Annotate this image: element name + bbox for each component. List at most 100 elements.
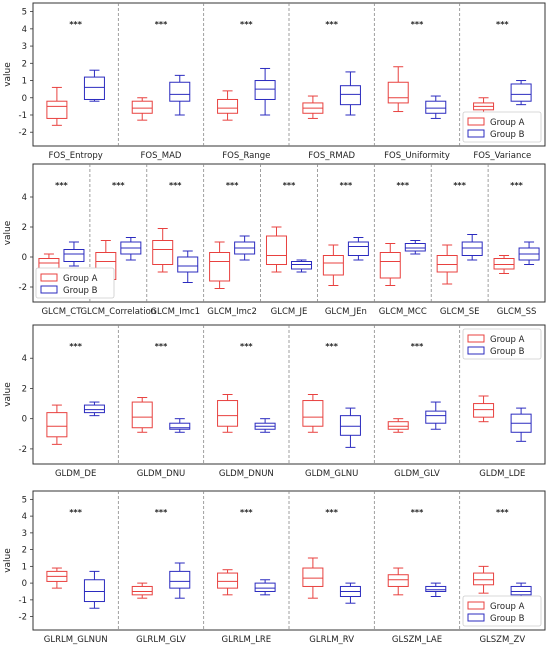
box-iqr <box>387 421 409 430</box>
box-group-b <box>254 67 276 116</box>
significance-marker: *** <box>325 508 338 517</box>
box-iqr <box>436 255 458 273</box>
legend-swatch <box>40 273 58 282</box>
box-group-b <box>63 241 85 267</box>
box-group-a <box>379 243 401 286</box>
significance-marker: *** <box>240 508 253 517</box>
box-iqr <box>46 100 68 119</box>
y-tick-label: 0 <box>22 253 27 263</box>
box-iqr <box>473 403 495 418</box>
box-group-a <box>473 565 495 594</box>
box-iqr <box>339 415 361 436</box>
x-tick-label: GLDM_DE <box>55 469 96 479</box>
y-tick-label: 5 <box>22 495 27 505</box>
box-group-b <box>120 237 142 261</box>
significance-marker: *** <box>396 181 409 190</box>
box-group-b <box>169 74 191 116</box>
y-tick-label: -2 <box>19 128 27 138</box>
significance-marker: *** <box>411 342 424 351</box>
box-group-a <box>302 95 324 119</box>
y-axis-label: value <box>3 220 13 245</box>
legend: Group A Group B <box>462 328 542 360</box>
x-tick-label: GLCM_Imc2 <box>207 307 257 317</box>
box-group-a <box>152 228 174 273</box>
box-iqr <box>169 422 191 430</box>
box-group-a <box>387 66 409 113</box>
y-axis-label: value <box>3 62 13 87</box>
box-iqr <box>425 585 447 592</box>
x-tick-label: FOS_Range <box>222 151 270 161</box>
box-group-b <box>339 71 361 116</box>
box-group-b <box>83 570 105 609</box>
box-group-b <box>254 418 276 433</box>
box-iqr <box>425 410 447 424</box>
significance-marker: *** <box>226 181 239 190</box>
panel-3: value -2 0 2 4 GLDM_DE *** GLDM_DNU *** GLDM_DNUN… <box>3 324 546 479</box>
box-group-b <box>177 250 199 283</box>
box-iqr <box>217 400 239 427</box>
box-group-b <box>510 407 532 442</box>
x-tick-label: GLRLM_LRE <box>222 635 272 645</box>
box-iqr <box>177 256 199 273</box>
box-iqr <box>302 567 324 587</box>
box-iqr <box>254 80 276 100</box>
x-tick-label: GLDM_GLV <box>394 469 440 479</box>
box-iqr <box>493 258 515 270</box>
significance-marker: *** <box>325 342 338 351</box>
x-tick-label: FOS_Uniformity <box>384 151 450 161</box>
box-iqr <box>46 412 68 438</box>
box-iqr <box>339 85 361 106</box>
y-tick-label: 3 <box>22 42 27 52</box>
box-group-a <box>217 90 239 121</box>
y-tick-label: -2 <box>19 445 27 455</box>
x-tick-label: GLCM_Correlation <box>80 307 156 317</box>
plot-frame <box>32 163 546 303</box>
legend-label: Group A <box>63 274 98 284</box>
panel-1: value -2 -1 0 1 2 3 4 5 FOS_Entropy *** FOS_MAD *** F… <box>3 2 546 161</box>
significance-marker: *** <box>411 508 424 517</box>
significance-marker: *** <box>155 20 168 29</box>
legend-label: Group B <box>490 347 525 357</box>
significance-marker: *** <box>283 181 296 190</box>
box-iqr <box>322 255 344 276</box>
box-group-a <box>209 241 231 289</box>
box-group-a <box>493 255 515 274</box>
box-iqr <box>169 81 191 102</box>
x-tick-label: GLSZM_ZV <box>479 635 525 645</box>
legend-label: Group B <box>490 130 525 140</box>
x-tick-label: GLCM_Imc1 <box>150 307 200 317</box>
box-group-b <box>339 407 361 448</box>
significance-marker: *** <box>112 181 125 190</box>
x-tick-label: GLCM_MCC <box>379 307 427 317</box>
box-group-a <box>387 567 409 596</box>
legend-box <box>462 595 542 627</box>
box-iqr <box>217 572 239 589</box>
significance-marker: *** <box>453 181 466 190</box>
box-iqr <box>38 258 60 270</box>
box-iqr <box>131 401 153 429</box>
box-group-a <box>46 86 68 126</box>
box-group-b <box>169 418 191 433</box>
box-iqr <box>291 261 313 270</box>
y-tick-label: 5 <box>22 8 27 18</box>
x-tick-label: GLSZM_LAE <box>392 635 442 645</box>
box-group-a <box>46 567 68 589</box>
legend-swatch <box>467 334 485 343</box>
legend-swatch <box>467 129 485 138</box>
legend: Group A Group B <box>35 267 115 299</box>
y-tick-label: 4 <box>22 354 27 364</box>
significance-marker: *** <box>169 181 182 190</box>
box-iqr <box>169 570 191 589</box>
box-iqr <box>131 585 153 596</box>
y-tick-label: 0 <box>22 579 27 589</box>
box-group-a <box>217 569 239 596</box>
x-tick-label: GLDM_GLNU <box>305 469 358 479</box>
y-tick-label: 3 <box>22 529 27 539</box>
x-tick-label: GLDM_LDE <box>479 469 525 479</box>
box-iqr <box>473 572 495 586</box>
significance-marker: *** <box>411 20 424 29</box>
y-tick-label: 1 <box>22 77 27 87</box>
box-group-b <box>83 69 105 102</box>
